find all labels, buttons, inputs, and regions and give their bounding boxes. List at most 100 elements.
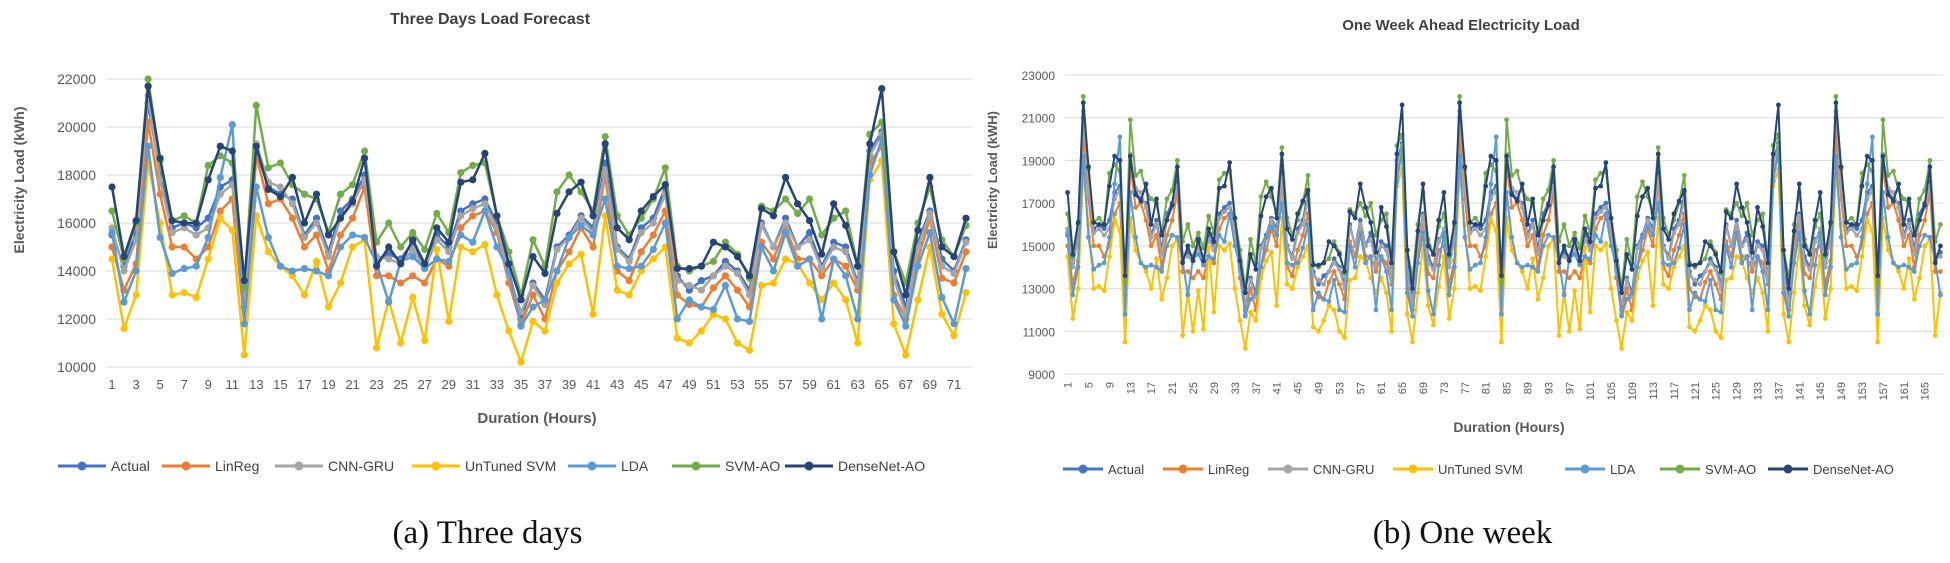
legend-label: LDA — [1610, 462, 1636, 477]
data-point — [1175, 164, 1180, 170]
data-point — [1885, 205, 1891, 210]
data-point — [481, 149, 489, 157]
data-point — [1723, 277, 1729, 283]
data-point — [1671, 260, 1677, 266]
data-point — [1133, 173, 1138, 178]
data-point — [1760, 224, 1766, 230]
data-point — [1765, 260, 1771, 266]
data-point — [1938, 243, 1943, 249]
data-point — [1629, 318, 1635, 323]
data-point — [625, 265, 633, 273]
data-point — [745, 346, 754, 354]
data-point — [120, 267, 128, 275]
data-point — [1258, 213, 1264, 219]
series-line — [110, 84, 968, 302]
data-point — [1378, 254, 1384, 259]
data-point — [288, 267, 296, 275]
data-point — [1634, 213, 1640, 219]
data-point — [433, 209, 441, 217]
data-point — [108, 229, 116, 237]
data-point — [1598, 205, 1604, 210]
data-point — [1467, 286, 1473, 291]
data-point — [1342, 309, 1347, 315]
legend-item: SVM-AO — [1660, 462, 1756, 477]
data-point — [108, 183, 116, 191]
data-point — [1164, 275, 1170, 281]
data-point — [1927, 158, 1933, 163]
data-point — [1708, 307, 1713, 313]
data-point — [1708, 256, 1713, 262]
data-point — [1666, 286, 1671, 291]
data-point — [1446, 252, 1452, 257]
legend-marker — [181, 461, 191, 471]
data-point — [361, 147, 369, 155]
data-point — [385, 272, 393, 280]
data-point — [1070, 252, 1076, 257]
data-point — [1938, 222, 1943, 227]
x-tick-label: 29 — [442, 377, 456, 392]
data-point — [349, 231, 357, 239]
data-point — [806, 279, 814, 287]
data-point — [1478, 226, 1483, 232]
data-point — [1305, 173, 1311, 178]
data-point — [818, 231, 826, 239]
data-point — [1640, 194, 1645, 200]
x-tick-label: 5 — [1084, 382, 1096, 388]
legend-label: Actual — [111, 458, 150, 474]
data-point — [1472, 226, 1478, 232]
data-point — [697, 303, 706, 311]
x-tick-label: 27 — [418, 377, 432, 392]
data-point — [950, 279, 958, 287]
data-point — [1488, 181, 1494, 187]
data-point — [1300, 222, 1306, 227]
data-point — [1624, 277, 1630, 283]
legend-item: LDA — [568, 458, 649, 474]
data-point — [1671, 264, 1677, 270]
data-point — [553, 245, 561, 253]
data-point — [1070, 264, 1076, 270]
data-point — [1812, 239, 1818, 245]
data-point — [1509, 234, 1515, 240]
data-point — [457, 231, 465, 239]
data-point — [1901, 262, 1907, 268]
x-tick-label: 33 — [490, 377, 504, 392]
data-point — [782, 255, 790, 263]
data-point — [1812, 217, 1818, 223]
data-point — [1425, 243, 1431, 249]
data-point — [1624, 309, 1630, 315]
data-point — [1519, 181, 1525, 187]
data-point — [1467, 243, 1473, 249]
data-point — [1101, 260, 1107, 266]
data-point — [745, 291, 754, 299]
x-tick-label: 33 — [1230, 382, 1242, 394]
data-point — [1190, 328, 1196, 334]
data-point — [1462, 234, 1468, 240]
data-point — [1279, 145, 1285, 151]
data-point — [1629, 267, 1635, 272]
data-point — [1368, 237, 1374, 242]
data-point — [1248, 309, 1253, 315]
legend-marker — [77, 461, 87, 471]
data-point — [1854, 260, 1860, 266]
data-point — [1337, 281, 1342, 287]
data-point — [1796, 230, 1802, 236]
data-point — [1932, 260, 1938, 266]
data-point — [1535, 232, 1541, 238]
legend-item: DenseNet-AO — [1768, 462, 1894, 477]
legend: Actual LinReg CNN-GRU UnTuned SVM LDA SVM-AO D… — [58, 458, 925, 474]
y-tick-label: 16000 — [57, 215, 96, 231]
x-tick-label: 9 — [205, 377, 212, 392]
y-tick-label: 15000 — [1022, 240, 1056, 254]
data-point — [1697, 296, 1703, 302]
data-point — [481, 207, 489, 215]
data-point — [1091, 230, 1097, 236]
data-point — [962, 265, 970, 273]
data-point — [1807, 322, 1813, 328]
x-tick-label: 49 — [1313, 382, 1325, 394]
data-point — [1849, 243, 1854, 249]
x-tick-label: 77 — [1460, 382, 1472, 394]
data-point — [1211, 256, 1217, 262]
data-point — [697, 277, 706, 285]
data-point — [1692, 277, 1698, 283]
data-point — [1420, 230, 1426, 236]
